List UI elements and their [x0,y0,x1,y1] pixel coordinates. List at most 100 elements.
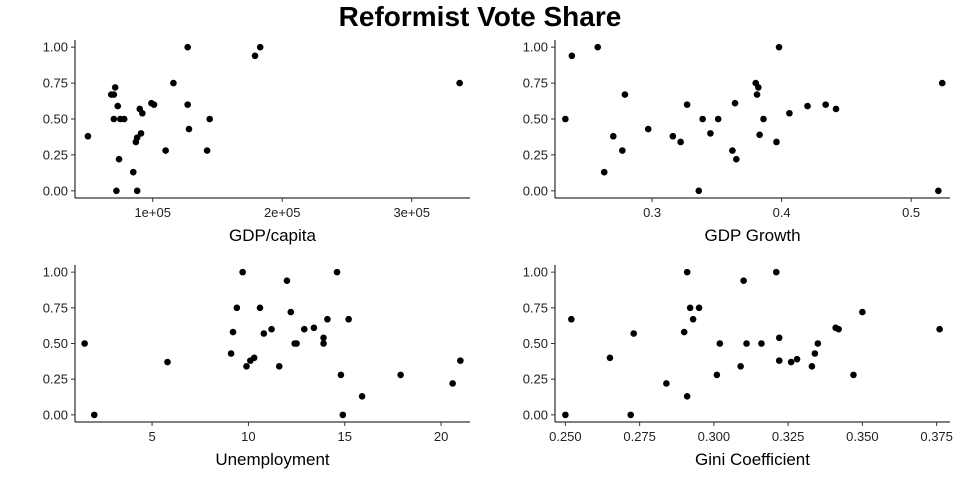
x-tick-label: 20 [434,429,448,444]
data-point [787,358,795,366]
data-point [287,308,295,316]
y-tick-label: 1.00 [523,40,548,55]
data-point [184,101,191,108]
data-point [268,325,275,333]
x-tick-label: 2e+05 [264,205,301,220]
data-point [233,304,241,312]
x-tick-label: 0.325 [772,429,805,444]
data-point [133,187,141,195]
data-point [133,134,141,141]
y-tick-label: 0.00 [523,183,548,198]
data-point [251,52,259,60]
data-point [669,132,677,140]
data-point [568,52,576,60]
data-point [606,354,614,362]
data-point [811,350,819,357]
data-point [740,277,747,285]
data-point [115,155,123,163]
data-point [686,304,694,312]
data-point [170,79,177,87]
x-tick-label: 15 [338,429,352,444]
data-point [786,109,793,117]
data-point [822,101,829,108]
data-point [644,125,652,133]
data-point [320,334,327,342]
data-point [737,363,744,370]
data-point [760,115,767,123]
data-point [773,138,780,146]
data-point [619,147,626,154]
y-tick-label: 0.25 [523,147,548,162]
data-point [729,147,736,154]
data-point [743,340,750,347]
data-point [733,155,740,163]
data-point [397,371,404,379]
data-point [832,105,840,113]
x-tick-label: 10 [241,429,255,444]
panel-gini-coefficient: 0.00 0.25 0.50 0.75 1.00 0.250 0.275 0.300 0.325… [523,265,953,469]
x-tick-label: 0.375 [920,429,953,444]
data-point [137,130,145,137]
data-point [677,138,684,146]
data-point [324,315,331,323]
data-point [562,115,569,123]
data-point [120,115,128,123]
data-point [562,411,569,419]
y-tick-label: 0.50 [43,112,68,127]
data-point [300,325,308,333]
data-point [256,304,264,312]
data-point [162,147,169,154]
y-tick-label: 0.25 [43,372,68,387]
y-tick-label: 0.25 [523,372,548,387]
y-tick-label: 0.00 [43,183,68,198]
data-point [227,350,235,357]
data-point [320,340,327,347]
data-point [755,84,762,91]
data-point [457,357,464,364]
data-point [114,102,122,110]
panel-gdp-capita: 0.00 0.25 0.50 0.75 1.00 1e+05 2e+05 3e+05 GDP/c… [43,40,470,245]
data-point [449,380,456,387]
data-point [333,268,341,276]
y-tick-label: 0.50 [523,336,548,351]
data-point [756,131,763,139]
data-point [84,132,92,140]
data-point [630,330,638,337]
data-point [804,102,811,110]
data-point [229,328,237,336]
data-point [699,115,706,123]
data-point [808,363,816,370]
data-point [206,115,213,123]
data-point [695,187,703,195]
data-point [683,101,691,108]
x-tick-label: 0.350 [846,429,879,444]
data-point [129,168,137,176]
data-point [164,358,171,366]
data-point [90,411,98,419]
data-point [256,43,264,51]
x-axis-title: Unemployment [215,450,330,469]
data-point [716,340,724,347]
x-tick-label: 0.5 [902,205,920,220]
y-tick-label: 0.75 [523,76,548,91]
data-point [936,325,943,333]
data-point [150,101,158,108]
data-point [707,130,714,137]
data-point [775,334,783,342]
data-point [753,91,761,98]
data-point [568,315,575,323]
data-point [111,84,119,91]
y-tick-label: 0.75 [43,300,68,315]
data-point [275,363,283,370]
x-axis-title: GDP Growth [704,226,800,245]
y-tick-label: 0.75 [43,76,68,91]
data-point [600,168,608,176]
y-tick-label: 0.50 [523,112,548,127]
panel-gdp-growth: 0.00 0.25 0.50 0.75 1.00 0.3 0.4 0.5 GDP Growth [523,40,950,245]
y-tick-label: 0.75 [523,300,548,315]
data-point [775,357,783,364]
y-tick-label: 1.00 [43,265,68,280]
data-point [772,268,780,276]
data-point [695,304,703,312]
